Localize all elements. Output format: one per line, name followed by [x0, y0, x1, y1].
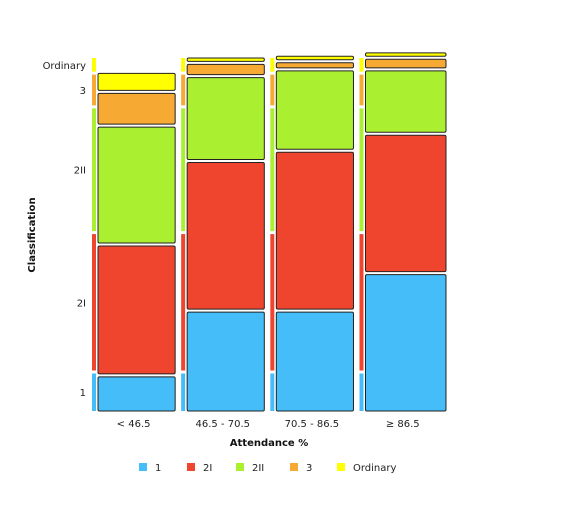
tile-86-5-2i	[364, 134, 447, 273]
y-axis-title: Classification	[27, 197, 38, 272]
expected-strip-2i	[270, 234, 275, 371]
legend-label: 1	[155, 463, 161, 474]
tile-46-5-70-5-ordinary	[186, 57, 265, 62]
legend-label: 3	[306, 463, 312, 474]
legend: 1 2I 2II 3 Ordinary	[139, 463, 397, 474]
tile-46-5-2ii	[97, 126, 176, 244]
expected-strip-1	[359, 373, 364, 411]
tile-46-5-70-5-2i	[186, 161, 265, 310]
expected-strip-3	[92, 74, 96, 106]
expected-strip-3	[359, 74, 364, 106]
y-tick-label: 2I	[77, 298, 86, 309]
expected-strip-2ii	[92, 108, 96, 232]
expected-strip-1	[92, 373, 96, 411]
tile-46-5-70-5-1	[186, 311, 265, 412]
expected-strip-2i	[92, 234, 96, 371]
tile-70-5-86-5-2i	[275, 151, 354, 310]
legend-swatch-3	[290, 463, 298, 471]
y-tick-label: 3	[80, 86, 86, 97]
expected-strip-ordinary	[181, 58, 186, 72]
y-tick-label: Ordinary	[43, 61, 87, 72]
legend-label: 2II	[252, 463, 264, 474]
tile-86-5-1	[364, 274, 447, 412]
tile-46-5-70-5-3	[186, 63, 265, 76]
tile-70-5-86-5-1	[275, 311, 354, 412]
tile-46-5-2i	[97, 245, 176, 375]
tile-86-5-ordinary	[364, 52, 447, 57]
expected-strip-1	[270, 373, 275, 411]
tile-46-5-1	[97, 376, 176, 412]
x-tick-label: ≥ 86.5	[386, 419, 420, 430]
expected-strip-2ii	[359, 108, 364, 232]
expected-strip-3	[181, 74, 186, 106]
tile-70-5-86-5-2ii	[275, 70, 354, 150]
x-axis-ticks: < 46.5 46.5 - 70.5 70.5 - 86.5 ≥ 86.5	[117, 419, 420, 430]
tile-46-5-3	[97, 92, 176, 125]
expected-strip-ordinary	[359, 58, 364, 72]
tile-86-5-2ii	[364, 70, 447, 133]
tile-70-5-86-5-ordinary	[275, 55, 354, 61]
legend-label: 2I	[203, 463, 212, 474]
legend-swatch-1	[139, 463, 147, 471]
x-axis-title: Attendance %	[230, 438, 308, 449]
tile-46-5-70-5-2ii	[186, 77, 265, 160]
x-tick-label: < 46.5	[117, 419, 151, 430]
expected-strip-1	[181, 373, 186, 411]
legend-label: Ordinary	[353, 463, 397, 474]
tile-86-5-3	[364, 58, 447, 69]
tile-70-5-86-5-3	[275, 62, 354, 69]
y-tick-label: 2II	[74, 166, 86, 177]
expected-strip-3	[270, 74, 275, 106]
plot-area	[92, 52, 447, 412]
expected-strip-2i	[359, 234, 364, 371]
expected-strip-2ii	[270, 108, 275, 232]
expected-strip-2ii	[181, 108, 186, 232]
x-tick-label: 46.5 - 70.5	[195, 419, 250, 430]
legend-swatch-2ii	[236, 463, 244, 471]
expected-strip-ordinary	[270, 58, 275, 72]
legend-swatch-2i	[187, 463, 195, 471]
expected-strip-ordinary	[92, 58, 96, 72]
x-tick-label: 70.5 - 86.5	[285, 419, 340, 430]
tile-46-5-ordinary	[97, 72, 176, 91]
expected-strip-2i	[181, 234, 186, 371]
y-tick-label: 1	[80, 388, 86, 399]
legend-swatch-ordinary	[337, 463, 345, 471]
y-axis-ticks: 1 2I 2II 3 Ordinary	[43, 61, 87, 399]
